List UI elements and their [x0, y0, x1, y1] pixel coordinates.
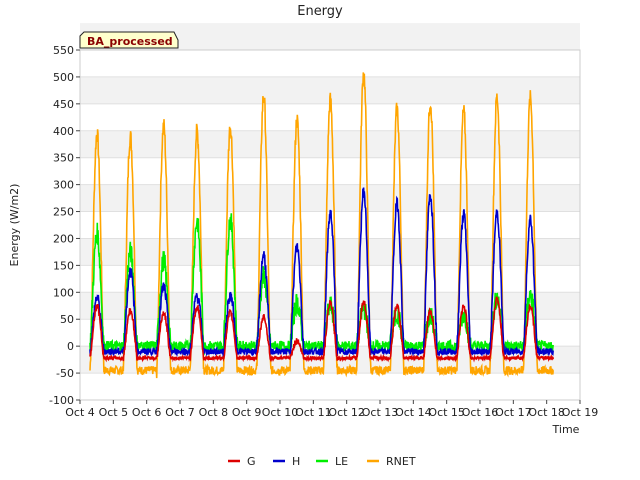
x-tick-label: Oct 10 [262, 406, 299, 419]
x-tick-label: Oct 19 [562, 406, 599, 419]
chart-title: Energy [297, 4, 343, 19]
legend-item-h: H [273, 455, 300, 468]
legend-label: G [247, 455, 256, 468]
y-axis-title: Energy (W/m2) [8, 184, 21, 267]
y-tick-label: 50 [60, 313, 74, 326]
x-tick-label: Oct 14 [395, 406, 432, 419]
y-tick-label: 450 [53, 98, 74, 111]
legend-item-g: G [228, 455, 256, 468]
y-tick-label: 250 [53, 206, 74, 219]
y-tick-label: 350 [53, 152, 74, 165]
x-tick-label: Oct 7 [165, 406, 195, 419]
x-tick-label: Oct 8 [199, 406, 229, 419]
x-tick-label: Oct 18 [528, 406, 565, 419]
series-line-rnet [89, 72, 554, 379]
y-axis: -100 -50 0 50 100 150 200 250 300 350 400 450 500 550 [49, 44, 80, 407]
plot-frame [79, 49, 581, 401]
badge-box [79, 31, 179, 49]
badge-label: BA_processed [87, 35, 173, 48]
grid-band [80, 346, 580, 374]
y-tick-label: 500 [53, 71, 74, 84]
legend-label: H [292, 455, 300, 468]
y-tick-label: 100 [53, 286, 74, 299]
y-tick-label: -100 [49, 394, 74, 407]
x-tick-label: Oct 6 [132, 406, 162, 419]
x-tick-label: Oct 11 [295, 406, 332, 419]
x-tick-label: Oct 12 [328, 406, 365, 419]
x-tick-label: Oct 15 [428, 406, 465, 419]
y-tick-label: -50 [56, 367, 74, 380]
legend-item-rnet: RNET [367, 455, 416, 468]
legend-item-le: LE [316, 455, 348, 468]
series-layer [89, 72, 554, 379]
x-tick-label: Oct 13 [362, 406, 399, 419]
y-tick-label: 300 [53, 179, 74, 192]
x-tick-label: Oct 5 [99, 406, 129, 419]
series-line-g [89, 296, 554, 363]
legend: G H LE RNET [228, 455, 416, 468]
x-axis-title: Time [552, 423, 580, 436]
grid-band [80, 184, 580, 212]
x-tick-label: Oct 4 [65, 406, 95, 419]
y-tick-label: 200 [53, 232, 74, 245]
x-tick-label: Oct 9 [232, 406, 262, 419]
badge: BA_processed [79, 31, 179, 49]
grid-band [80, 238, 580, 266]
y-tick-label: 0 [67, 340, 74, 353]
y-tick-label: 400 [53, 125, 74, 138]
x-tick-label: Oct 17 [495, 406, 532, 419]
grid-band [80, 130, 580, 158]
series-line-le [89, 213, 554, 357]
y-tick-label: 550 [53, 44, 74, 57]
legend-label: RNET [386, 455, 416, 468]
x-tick-label: Oct 16 [462, 406, 499, 419]
x-axis: Oct 4 Oct 5 Oct 6 Oct 7 Oct 8 Oct 9 Oct 10Oct … [65, 400, 598, 419]
y-tick-label: 150 [53, 259, 74, 272]
series-line-h [89, 187, 554, 358]
legend-label: LE [335, 455, 348, 468]
